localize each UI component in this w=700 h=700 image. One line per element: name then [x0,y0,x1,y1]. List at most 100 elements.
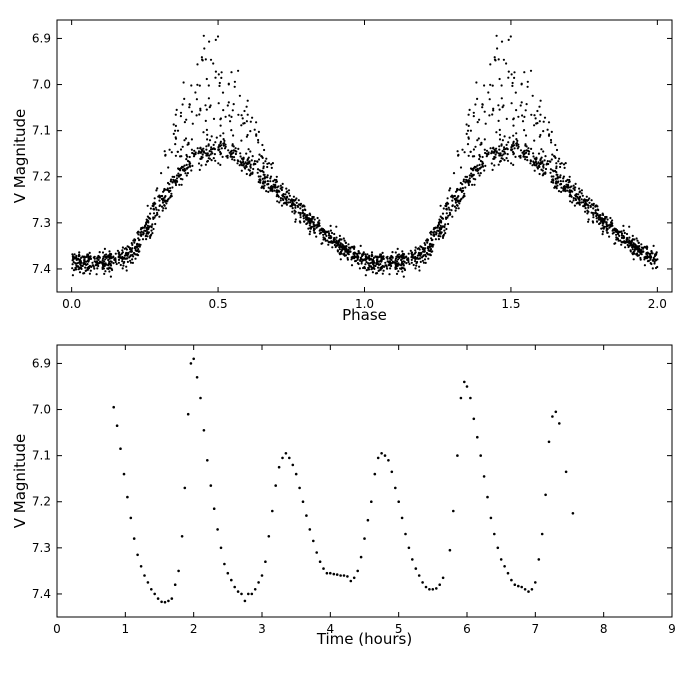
data-point [144,234,148,237]
data-point [329,229,332,232]
data-point [559,165,562,169]
data-point [123,247,126,250]
data-point [179,115,182,118]
data-point [166,198,169,201]
data-point [308,224,311,227]
data-point [115,262,118,266]
data-point [423,250,426,253]
data-point [135,243,139,246]
data-point [200,155,203,159]
data-point [414,249,417,252]
data-point [219,152,223,155]
data-point [387,459,390,462]
data-point [208,150,211,153]
data-point [551,153,554,156]
data-point [222,132,225,135]
data-point [318,560,322,563]
data-point [381,264,384,268]
data-point [339,574,342,577]
data-point [146,215,149,218]
data-point [638,248,641,251]
data-point [462,178,465,181]
data-point [498,108,501,111]
data-point [556,181,559,184]
data-point [145,223,148,226]
data-point [103,247,106,250]
data-point [285,187,288,190]
data-point [104,270,107,273]
data-point [192,357,195,361]
data-point [185,167,189,170]
data-point [75,265,78,268]
data-point [407,260,410,264]
data-point [279,184,282,187]
data-point [430,237,433,240]
data-point [495,131,498,134]
data-point [428,243,431,246]
data-point [477,137,480,140]
data-point [414,267,417,270]
data-point [422,261,425,264]
data-point [359,555,363,559]
data-point [226,571,230,575]
data-point [354,260,357,263]
data-point [72,256,76,259]
data-point [584,210,587,213]
data-point [526,85,529,88]
data-point [173,179,176,182]
data-point [291,207,294,210]
data-point [379,253,383,256]
data-point [160,205,164,208]
data-point [502,104,505,107]
data-point [408,262,411,266]
data-point [515,109,518,112]
data-point [177,167,180,170]
data-point [467,124,470,127]
data-point [182,169,185,172]
data-point [175,108,178,111]
data-point [266,162,269,165]
data-point [154,222,157,226]
data-point [101,259,104,262]
data-point [587,218,590,221]
data-point [574,182,577,185]
data-point [489,516,493,520]
data-point [470,172,473,175]
data-point [222,138,225,141]
data-point [366,518,370,522]
data-point [214,38,217,42]
data-point [362,253,365,256]
data-point [205,108,208,111]
data-point [527,147,530,150]
data-point [273,178,276,181]
data-point [590,199,593,202]
data-point [102,267,105,270]
data-point [510,146,513,149]
data-point [491,168,494,171]
data-point [82,262,85,265]
data-point [219,163,222,166]
data-point [208,154,211,157]
data-point [365,269,368,272]
data-point [269,180,272,183]
data-point [473,183,476,186]
data-point [595,214,599,217]
data-point [75,258,78,261]
data-point [416,247,419,250]
data-point [240,592,243,596]
data-point [84,266,87,269]
data-point [400,258,403,262]
data-point [291,463,295,467]
data-point [486,495,489,499]
data-point [122,472,126,476]
data-point [428,246,431,249]
data-point [454,201,457,204]
data-point [500,84,503,87]
data-point [502,148,505,151]
data-point [252,167,255,171]
x-tick-label: 0 [53,622,61,636]
data-point [324,238,327,241]
data-point [375,259,379,262]
data-point [625,232,629,236]
data-point [521,151,524,154]
